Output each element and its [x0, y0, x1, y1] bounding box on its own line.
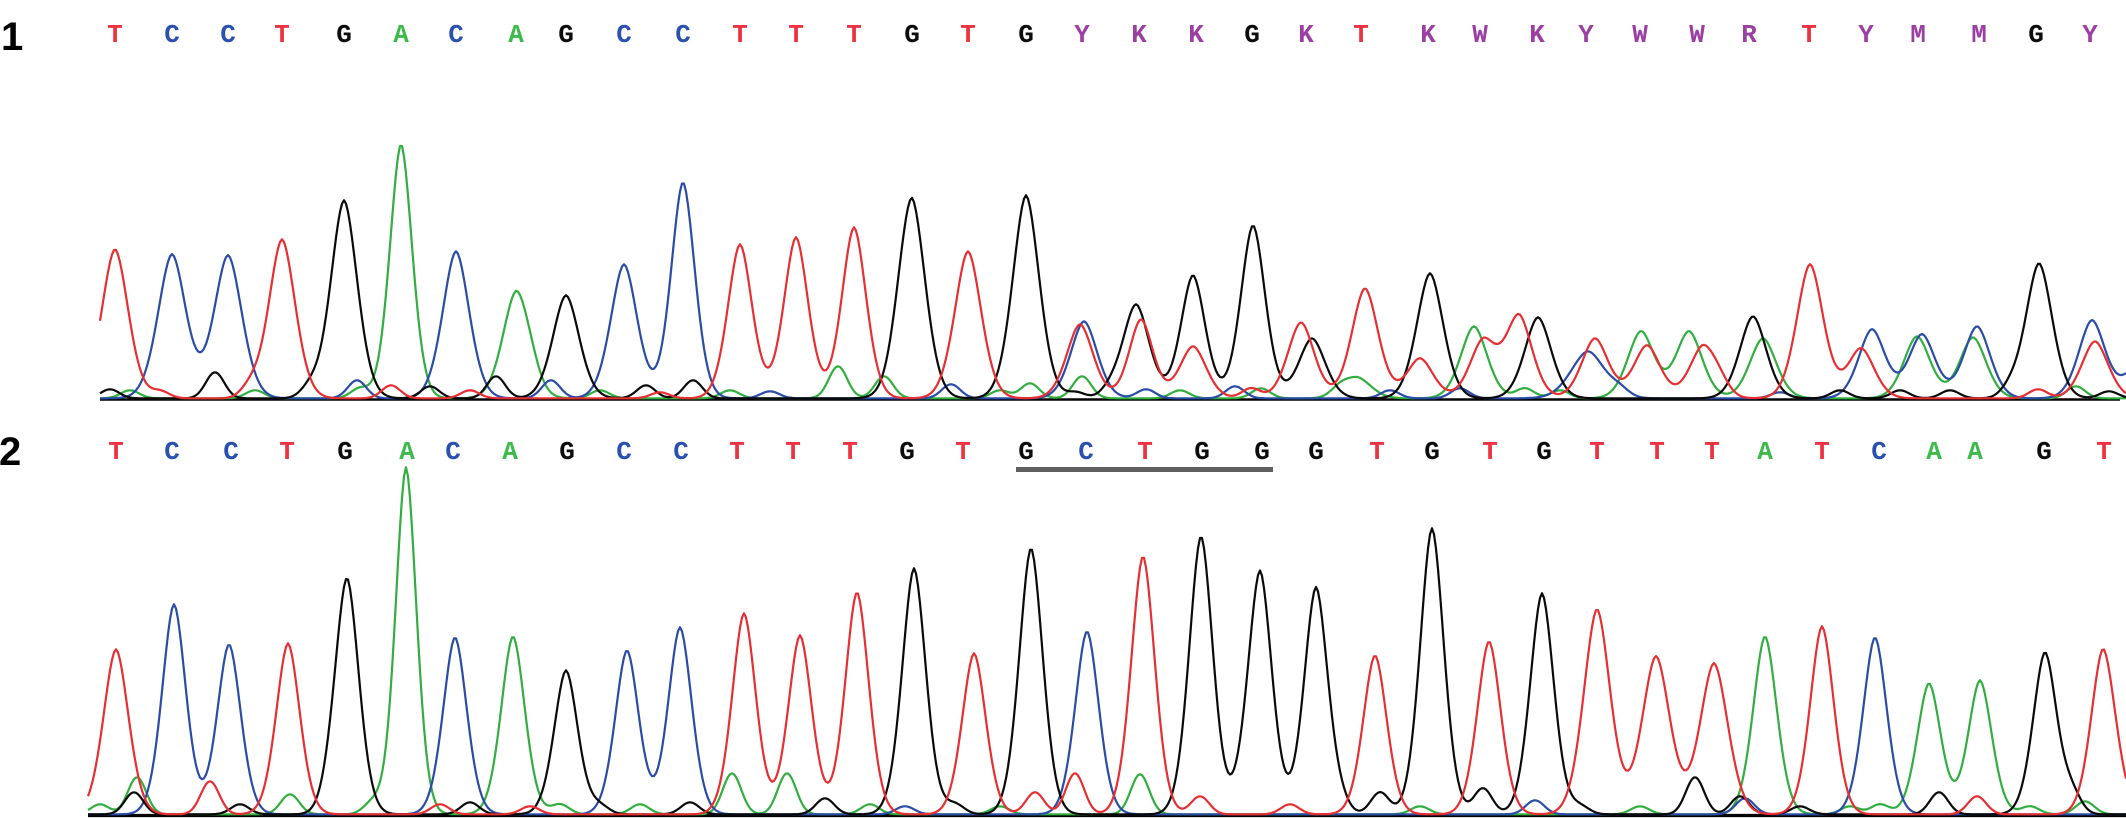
svg-text:T: T: [960, 20, 976, 50]
svg-text:1: 1: [1, 15, 23, 59]
svg-text:C: C: [673, 437, 689, 467]
svg-text:T: T: [788, 20, 804, 50]
svg-text:A: A: [1967, 437, 1983, 467]
svg-text:T: T: [732, 20, 748, 50]
svg-text:T: T: [846, 20, 862, 50]
svg-text:A: A: [508, 20, 524, 50]
svg-text:T: T: [2096, 437, 2112, 467]
svg-text:G: G: [337, 437, 353, 467]
svg-text:T: T: [274, 20, 290, 50]
svg-text:G: G: [2028, 20, 2044, 50]
svg-text:G: G: [558, 20, 574, 50]
svg-text:C: C: [1871, 437, 1887, 467]
svg-text:T: T: [729, 437, 745, 467]
svg-text:A: A: [393, 20, 409, 50]
svg-text:C: C: [1078, 437, 1094, 467]
svg-text:K: K: [1188, 20, 1204, 50]
svg-text:G: G: [1424, 437, 1440, 467]
svg-text:G: G: [1536, 437, 1552, 467]
svg-text:W: W: [1632, 20, 1648, 50]
svg-text:C: C: [616, 20, 632, 50]
svg-text:G: G: [559, 437, 575, 467]
svg-text:G: G: [1308, 437, 1324, 467]
svg-text:K: K: [1420, 20, 1436, 50]
svg-text:Y: Y: [1858, 20, 1874, 50]
svg-text:G: G: [336, 20, 352, 50]
svg-text:G: G: [1018, 437, 1034, 467]
svg-text:G: G: [2036, 437, 2052, 467]
svg-text:R: R: [1741, 20, 1757, 50]
svg-text:Y: Y: [1074, 20, 1090, 50]
svg-text:T: T: [1649, 437, 1665, 467]
svg-text:A: A: [1926, 437, 1942, 467]
svg-text:T: T: [955, 437, 971, 467]
svg-text:G: G: [904, 20, 920, 50]
svg-text:T: T: [1369, 437, 1385, 467]
svg-text:C: C: [223, 437, 239, 467]
svg-text:C: C: [164, 437, 180, 467]
svg-text:G: G: [899, 437, 915, 467]
svg-text:W: W: [1689, 20, 1705, 50]
svg-text:T: T: [108, 437, 124, 467]
svg-text:T: T: [1589, 437, 1605, 467]
svg-text:2: 2: [0, 430, 21, 474]
svg-text:W: W: [1472, 20, 1488, 50]
svg-text:T: T: [842, 437, 858, 467]
svg-text:G: G: [1244, 20, 1260, 50]
svg-text:A: A: [1757, 437, 1773, 467]
svg-text:M: M: [1910, 20, 1926, 50]
svg-text:T: T: [785, 437, 801, 467]
svg-text:A: A: [502, 437, 518, 467]
svg-text:C: C: [675, 20, 691, 50]
svg-text:Y: Y: [2082, 20, 2098, 50]
svg-text:C: C: [164, 20, 180, 50]
svg-text:T: T: [1704, 437, 1720, 467]
svg-text:M: M: [1971, 20, 1987, 50]
svg-text:G: G: [1194, 437, 1210, 467]
svg-text:K: K: [1298, 20, 1314, 50]
svg-text:T: T: [1814, 437, 1830, 467]
svg-text:T: T: [107, 20, 123, 50]
svg-text:C: C: [445, 437, 461, 467]
svg-text:C: C: [220, 20, 236, 50]
svg-text:T: T: [279, 437, 295, 467]
svg-text:T: T: [1801, 20, 1817, 50]
svg-text:G: G: [1018, 20, 1034, 50]
svg-text:T: T: [1353, 20, 1369, 50]
svg-text:K: K: [1529, 20, 1545, 50]
svg-text:A: A: [399, 437, 415, 467]
svg-text:T: T: [1482, 437, 1498, 467]
svg-text:C: C: [448, 20, 464, 50]
svg-text:C: C: [616, 437, 632, 467]
svg-text:Y: Y: [1578, 20, 1594, 50]
svg-text:T: T: [1137, 437, 1153, 467]
svg-text:K: K: [1131, 20, 1147, 50]
svg-text:G: G: [1254, 437, 1270, 467]
